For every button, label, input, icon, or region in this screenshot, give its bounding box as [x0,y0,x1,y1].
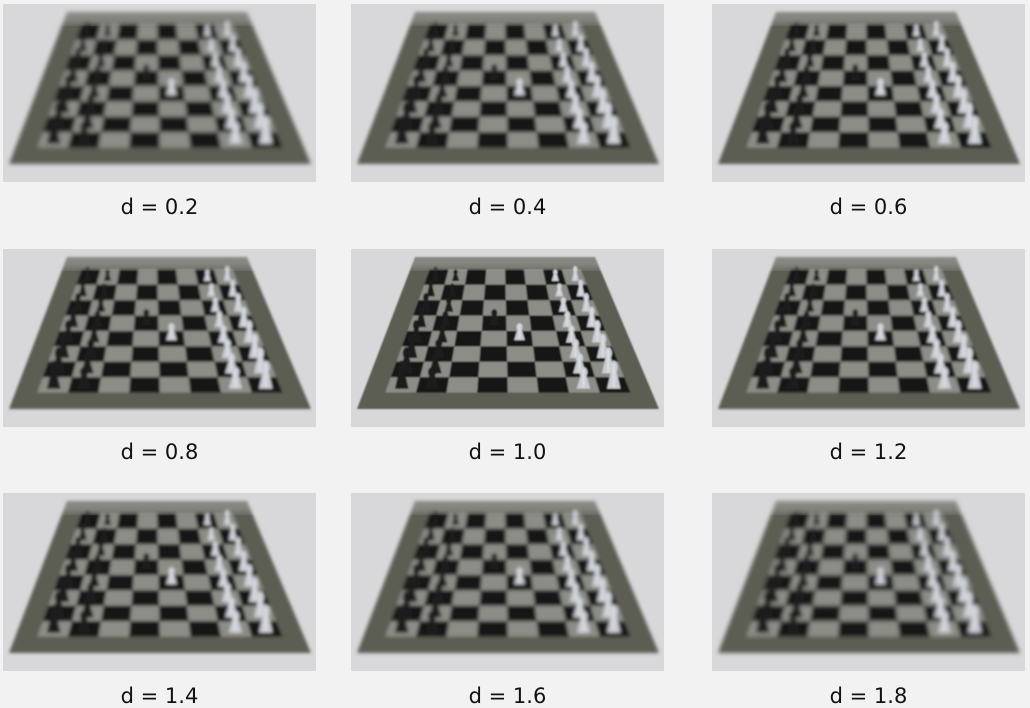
panel-caption: d = 0.4 [468,195,547,219]
panel: d = 1.6 [351,493,664,708]
chessboard-scene [3,493,316,671]
chessboard-scene [3,4,316,182]
chessboard-scene [712,249,1025,427]
chessboard-photo [351,493,664,671]
chessboard-scene [351,493,664,671]
panel-caption: d = 1.8 [829,684,908,708]
panel: d = 1.8 [712,493,1025,708]
panel: d = 0.2 [3,4,316,224]
panel: d = 0.6 [712,4,1025,224]
panel-caption: d = 1.6 [468,684,547,708]
panel: d = 1.2 [712,249,1025,469]
panel: d = 1.4 [3,493,316,708]
chessboard-photo [712,4,1025,182]
chessboard-scene [351,249,664,427]
panel: d = 0.4 [351,4,664,224]
chessboard-photo [712,249,1025,427]
panel-caption: d = 0.2 [120,195,199,219]
chessboard-scene [712,493,1025,671]
chessboard-scene [351,4,664,182]
chessboard-photo [351,249,664,427]
chessboard-photo [3,249,316,427]
panel-caption: d = 1.2 [829,440,908,464]
panel-caption: d = 0.6 [829,195,908,219]
chessboard-photo [3,4,316,182]
panel: d = 0.8 [3,249,316,469]
chessboard-scene [3,249,316,427]
chessboard-scene [712,4,1025,182]
chessboard-photo [3,493,316,671]
chessboard-photo [712,493,1025,671]
chessboard-photo [351,4,664,182]
panel-caption: d = 0.8 [120,440,199,464]
panel-caption: d = 1.4 [120,684,199,708]
panel-caption: d = 1.0 [468,440,547,464]
panel: d = 1.0 [351,249,664,469]
